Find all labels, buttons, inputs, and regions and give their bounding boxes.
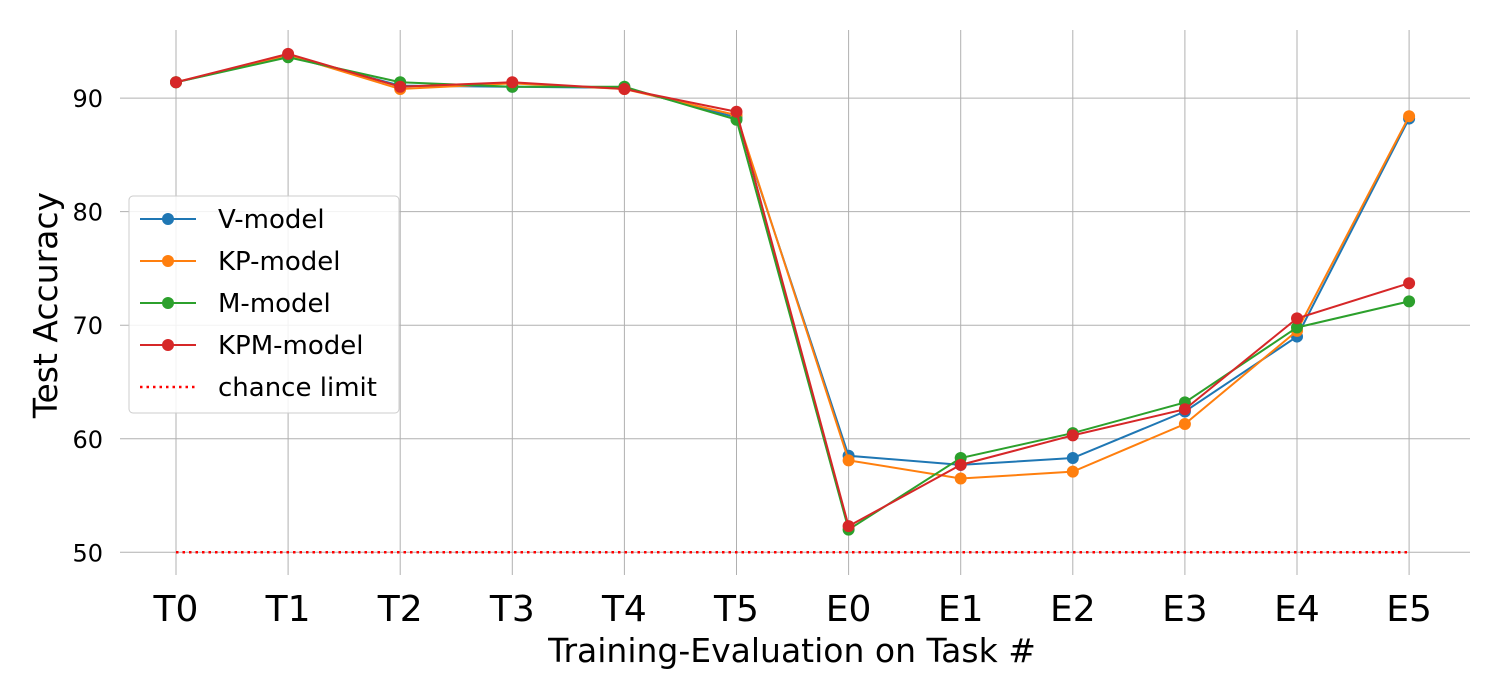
x-tick-label: E5 [1386,589,1432,630]
legend-frame [128,195,400,414]
legend-label-chance-limit: chance limit [218,373,377,403]
x-tick-label: T5 [713,589,759,630]
legend-label-kp-model: KP-model [218,247,341,277]
data-point-kpm-model [1066,429,1079,442]
x-tick-label: E1 [938,589,984,630]
x-axis-label: Training-Evaluation on Task # [547,631,1036,670]
y-tick-label: 70 [72,312,103,340]
data-point-kpm-model [1291,312,1303,325]
legend-marker-v-model [162,213,174,225]
data-point-kp-model [1403,110,1416,123]
data-point-kpm-model [842,520,855,533]
data-point-kpm-model [1403,277,1416,290]
legend-marker-kp-model [162,255,174,267]
data-point-kp-model [954,472,967,485]
data-point-kpm-model [954,458,967,471]
data-point-kp-model [1178,417,1191,430]
x-tick-label: T2 [377,589,423,630]
data-point-kp-model [842,454,855,467]
y-axis-label: Test Accuracy [26,192,65,419]
data-point-kpm-model [394,80,407,93]
data-point-kpm-model [618,83,631,96]
y-tick-label: 60 [72,426,103,454]
series-line-m-model [175,56,1410,532]
x-tick-label: T1 [265,589,311,630]
series-line-kp-model [175,53,1410,480]
data-point-kpm-model [282,47,295,60]
legend-label-m-model: M-model [218,289,331,319]
x-tick-label: E0 [826,589,872,630]
x-tick-label: E4 [1274,589,1320,630]
y-tick-label: 90 [72,85,103,113]
legend-label-kpm-model: KPM-model [218,331,364,361]
series-lines [170,47,1416,554]
x-tick-label: T4 [601,589,647,630]
data-point-kpm-model [170,76,182,89]
x-tick-label: E3 [1162,589,1208,630]
x-tick-label: T3 [489,589,535,630]
legend: V-model KP-model M-model KPM-model chance li… [128,195,400,414]
data-point-m-model [1291,321,1303,334]
data-point-kp-model [1066,465,1079,478]
x-tick-label: T0 [153,589,199,630]
legend-label-v-model: V-model [218,205,325,235]
y-tick-label: 50 [72,539,103,567]
legend-marker-m-model [162,297,174,309]
x-tick-label: E2 [1050,589,1096,630]
data-point-m-model [1403,295,1416,308]
data-point-kpm-model [1178,403,1191,416]
series-kpm-model [170,47,1416,533]
x-tick-labels: T0 T1 T2 T3 T4 T5 E0 E1 E2 E3 E4 E5 [153,589,1432,630]
y-tick-label: 80 [72,199,103,227]
series-line-kpm-model [175,52,1410,528]
legend-marker-kpm-model [162,339,174,351]
data-point-kpm-model [730,105,743,118]
data-point-kpm-model [506,76,519,89]
y-tick-labels: 50 60 70 80 90 [72,85,103,567]
data-point-v-model [1066,452,1079,465]
